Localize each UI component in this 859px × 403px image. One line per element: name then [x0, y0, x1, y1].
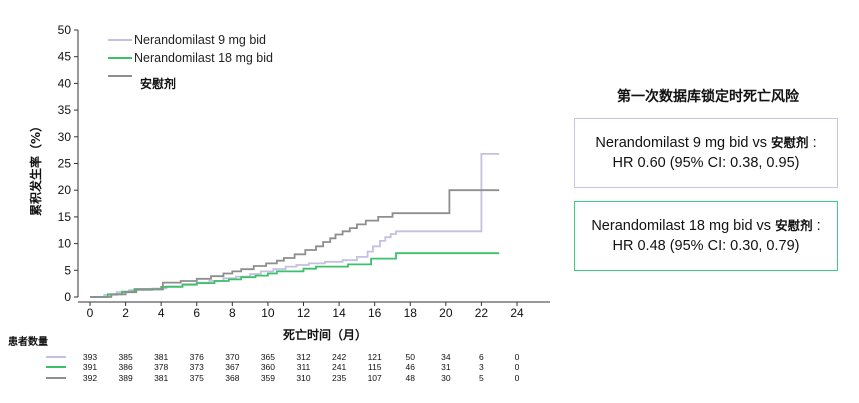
risk-table-title: 患者数量 [8, 335, 48, 348]
hr-box-18mg: Nerandomilast 18 mg bid vs 安慰剂 : HR 0.48… [574, 201, 838, 271]
series-lines [90, 153, 500, 298]
risk-cell: 389 [118, 373, 132, 383]
risk-cell: 241 [332, 362, 346, 372]
risk-cell: 0 [515, 373, 520, 383]
hr-box-18mg-colon: : [812, 218, 821, 234]
y-tick-label: 15 [58, 210, 72, 224]
x-axis-title: 死亡时间（月） [283, 327, 367, 342]
series-line-1 [90, 153, 500, 298]
x-tick-label: 2 [122, 306, 129, 320]
y-tick-label: 5 [64, 263, 71, 277]
x-tick-label: 10 [261, 306, 275, 320]
y-tick-label: 35 [58, 103, 72, 117]
risk-cell: 5 [479, 373, 484, 383]
hr-box-9mg-colon: : [808, 135, 817, 151]
hr-box-9mg: Nerandomilast 9 mg bid vs 安慰剂 : HR 0.60 … [574, 118, 838, 188]
y-tick-label: 0 [64, 290, 71, 304]
risk-cell: 381 [154, 373, 168, 383]
risk-cell: 30 [441, 373, 451, 383]
risk-cell: 368 [225, 373, 239, 383]
legend-label-2: Nerandomilast 18 mg bid [134, 51, 273, 65]
risk-cell: 0 [515, 352, 520, 362]
risk-cell: 311 [297, 362, 311, 372]
hr-box-18mg-line1: Nerandomilast 18 mg bid vs 安慰剂 : [591, 216, 820, 236]
x-tick-label: 12 [297, 306, 311, 320]
risk-cell: 34 [441, 352, 451, 362]
hr-panel-title: 第一次数据库锁定时死亡风险 [617, 89, 799, 105]
risk-cell: 378 [154, 362, 168, 372]
risk-cell: 385 [118, 352, 132, 362]
x-tick-label: 0 [87, 306, 94, 320]
risk-cell: 48 [406, 373, 416, 383]
y-axis-title: 累积发生率（%） [28, 120, 43, 216]
risk-cell: 115 [368, 362, 382, 372]
risk-cell: 392 [83, 373, 97, 383]
y-tick-label: 45 [58, 50, 72, 64]
risk-cell: 31 [441, 362, 451, 372]
y-tick-label: 40 [58, 76, 72, 90]
hr-box-18mg-comparator: Nerandomilast 18 mg bid vs [591, 218, 776, 234]
risk-cell: 376 [190, 352, 204, 362]
risk-cell: 386 [118, 362, 132, 372]
risk-cell: 365 [261, 352, 275, 362]
x-tick-label: 4 [158, 306, 165, 320]
y-tick-label: 10 [58, 237, 72, 251]
x-tick-label: 18 [404, 306, 418, 320]
x-tick-label: 14 [332, 306, 346, 320]
risk-cell: 391 [83, 362, 97, 372]
x-tick-label: 24 [510, 306, 524, 320]
risk-cell: 242 [332, 352, 346, 362]
x-tick-label: 16 [368, 306, 382, 320]
risk-cell: 393 [83, 352, 97, 362]
risk-cell: 312 [296, 352, 310, 362]
y-tick-label: 50 [58, 23, 72, 37]
risk-cell: 373 [190, 362, 204, 372]
hr-box-18mg-value: HR 0.48 (95% CI: 0.30, 0.79) [612, 238, 800, 254]
x-tick-label: 6 [193, 306, 200, 320]
x-tick-label: 22 [475, 306, 489, 320]
legend-label-3: 安慰剂 [140, 76, 176, 91]
legend: Nerandomilast 9 mg bid Nerandomilast 18 m… [108, 33, 273, 91]
hr-box-18mg-placebo: 安慰剂 [775, 218, 813, 233]
y-tick-label: 30 [58, 130, 72, 144]
risk-cell: 0 [515, 362, 520, 372]
x-tick-label: 8 [229, 306, 236, 320]
risk-cell: 107 [368, 373, 382, 383]
risk-cell: 50 [406, 352, 416, 362]
legend-label-1: Nerandomilast 9 mg bid [134, 33, 266, 47]
risk-cell: 235 [332, 373, 346, 383]
hr-box-9mg-line1: Nerandomilast 9 mg bid vs 安慰剂 : [595, 133, 816, 153]
risk-cell: 310 [296, 373, 310, 383]
risk-cell: 46 [406, 362, 416, 372]
risk-cell: 367 [225, 362, 239, 372]
hr-box-9mg-comparator: Nerandomilast 9 mg bid vs [595, 135, 772, 151]
series-line-3 [90, 189, 500, 298]
risk-cell: 370 [225, 352, 239, 362]
y-tick-label: 20 [58, 183, 72, 197]
risk-cell: 381 [154, 352, 168, 362]
risk-cell: 359 [261, 373, 275, 383]
risk-cell: 3 [479, 362, 484, 372]
series-line-2 [90, 252, 500, 298]
hr-box-9mg-placebo: 安慰剂 [771, 135, 809, 150]
risk-cell: 375 [190, 373, 204, 383]
risk-cell: 6 [479, 352, 484, 362]
risk-cell: 121 [368, 352, 382, 362]
x-tick-label: 20 [439, 306, 453, 320]
y-tick-label: 25 [58, 157, 72, 171]
risk-cell: 360 [261, 362, 275, 372]
hr-box-9mg-value: HR 0.60 (95% CI: 0.38, 0.95) [612, 155, 800, 171]
